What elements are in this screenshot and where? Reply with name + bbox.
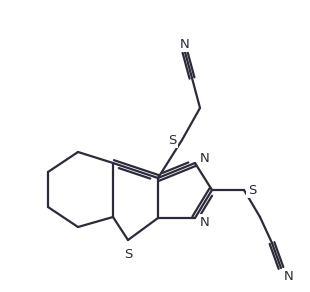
Text: N: N	[284, 270, 294, 282]
Text: N: N	[180, 37, 190, 51]
Text: N: N	[200, 215, 210, 229]
Text: S: S	[124, 248, 132, 260]
Text: S: S	[248, 183, 256, 197]
Text: N: N	[200, 152, 210, 166]
Text: S: S	[168, 133, 176, 147]
